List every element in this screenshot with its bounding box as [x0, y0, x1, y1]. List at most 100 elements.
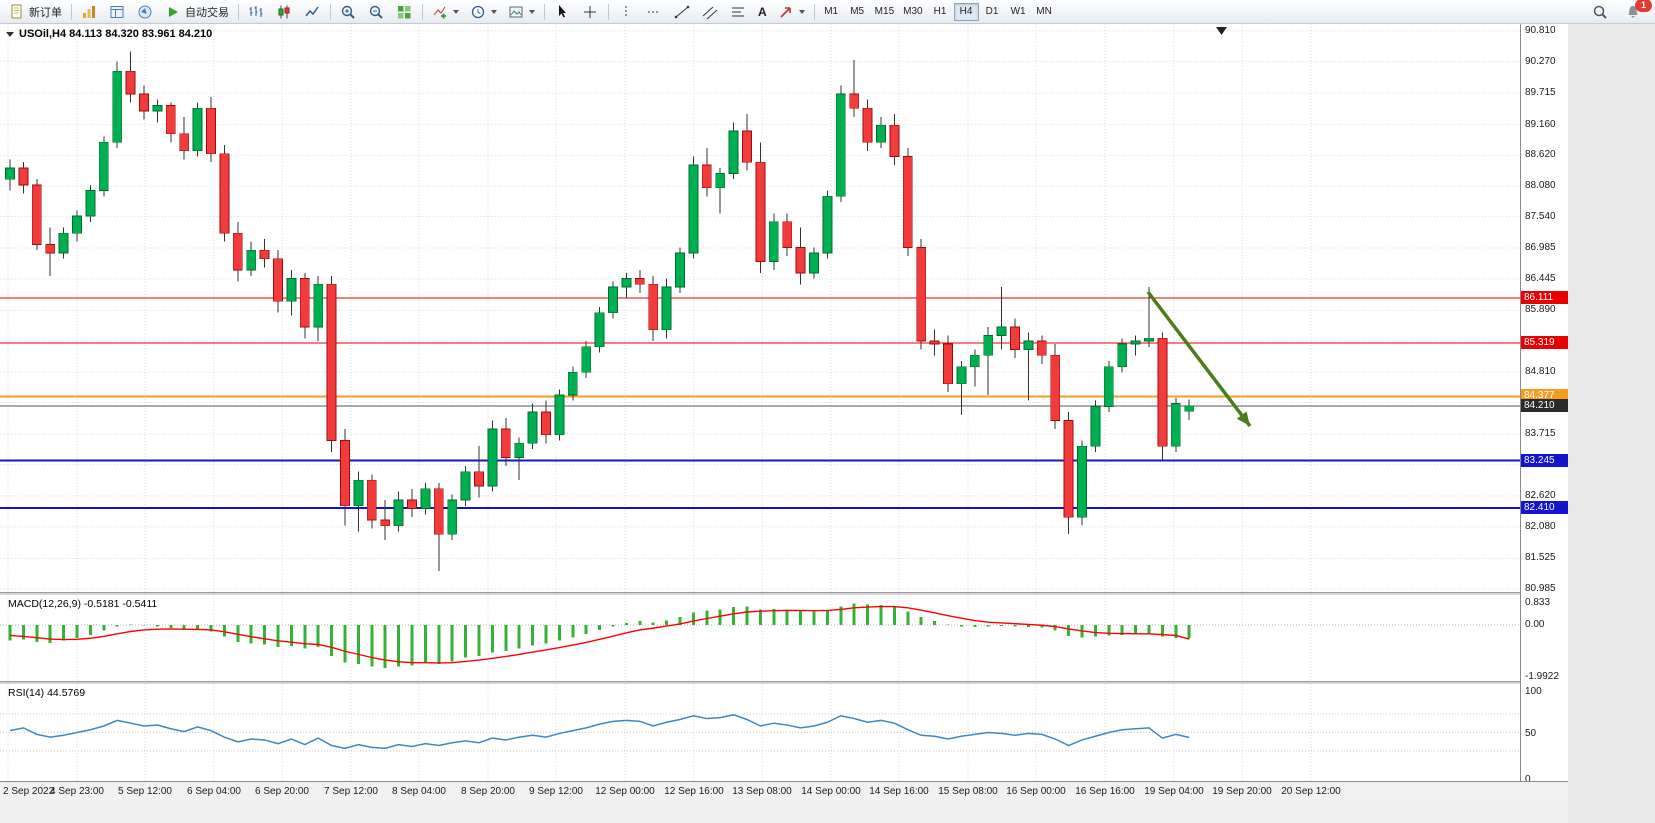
chart-title-text: USOil,H4 84.113 84.320 83.961 84.210 — [19, 28, 213, 40]
price-axis-label: 90.270 — [1525, 55, 1556, 67]
timeframe-M5[interactable]: M5 — [845, 3, 870, 21]
toolbar-separator — [71, 3, 72, 20]
timeframe-M1[interactable]: M1 — [819, 3, 844, 21]
timeframe-group: M1 M5 M15 M30 H1 H4 D1 W1 MN — [819, 2, 1057, 21]
time-axis-label: 6 Sep 04:00 — [187, 786, 241, 797]
timeframe-MN[interactable]: MN — [1032, 3, 1057, 21]
new-order-button[interactable]: 新订单 — [4, 2, 67, 22]
toolbar-separator — [422, 3, 423, 20]
time-axis-label: 13 Sep 08:00 — [732, 786, 792, 797]
price-line-tag: 85.319 — [1521, 335, 1568, 349]
panel-splitter[interactable] — [0, 592, 1568, 595]
market-watch-button[interactable] — [76, 2, 103, 22]
cursor-button[interactable] — [549, 2, 576, 22]
price-line-tag: 86.111 — [1521, 290, 1568, 304]
navigator-icon — [137, 4, 154, 20]
time-axis-label: 8 Sep 04:00 — [392, 786, 446, 797]
time-axis-label: 9 Sep 12:00 — [529, 786, 583, 797]
rsi-axis-label: 0 — [1525, 774, 1531, 785]
rsi-axis-label: 100 — [1525, 686, 1542, 697]
timeframe-D1[interactable]: D1 — [980, 3, 1005, 21]
auto-trading-button[interactable]: 自动交易 — [160, 2, 234, 22]
vertical-line-tool-button[interactable] — [613, 2, 640, 22]
price-axis[interactable]: 90.810 90.270 89.715 89.160 88.620 88.080 87.5… — [1520, 24, 1568, 785]
crosshair-icon — [582, 4, 599, 20]
horizontal-line-icon — [646, 4, 663, 20]
notifications-button[interactable]: 1 — [1620, 0, 1652, 22]
tile-windows-icon — [396, 4, 413, 20]
price-axis-label: 81.525 — [1525, 552, 1556, 564]
zoom-out-icon — [368, 4, 385, 20]
notification-badge: 1 — [1635, 0, 1652, 12]
clock-icon — [470, 4, 487, 20]
price-axis-label: 86.985 — [1525, 242, 1556, 254]
toolbar: 新订单 自动交易 — [0, 0, 1655, 24]
toolbar-separator — [238, 3, 239, 20]
trendline-icon — [674, 4, 691, 20]
search-icon — [1592, 4, 1609, 20]
templates-button[interactable] — [503, 2, 540, 22]
toolbar-separator — [330, 3, 331, 20]
fibonacci-icon — [730, 4, 747, 20]
indicators-button[interactable] — [427, 2, 464, 22]
periods-button[interactable] — [465, 2, 502, 22]
horizontal-line-tool-button[interactable] — [641, 2, 668, 22]
timeframe-M15[interactable]: M15 — [871, 3, 898, 21]
timeframe-H1[interactable]: H1 — [928, 3, 953, 21]
line-chart-button[interactable] — [299, 2, 326, 22]
line-chart-icon — [304, 4, 321, 20]
time-axis-label: 14 Sep 00:00 — [801, 786, 861, 797]
bar-chart-icon — [248, 4, 265, 20]
price-axis-label: 80.985 — [1525, 583, 1556, 594]
time-axis-label: 19 Sep 20:00 — [1212, 786, 1272, 797]
price-axis-label: 83.715 — [1525, 427, 1556, 439]
chart-title: USOil,H4 84.113 84.320 83.961 84.210 — [6, 28, 212, 40]
rsi-axis-label: 50 — [1525, 727, 1537, 739]
zoom-in-button[interactable] — [335, 2, 362, 22]
timeframe-W1[interactable]: W1 — [1006, 3, 1031, 21]
arrow-tool-icon — [778, 4, 795, 20]
time-axis-label: 6 Sep 20:00 — [255, 786, 309, 797]
market-watch-icon — [81, 4, 98, 20]
zoom-out-button[interactable] — [363, 2, 390, 22]
arrows-tool-button[interactable] — [773, 2, 810, 22]
time-axis-label: 2 Sep 2022 — [3, 786, 55, 797]
channel-tool-button[interactable] — [697, 2, 724, 22]
navigator-button[interactable] — [132, 2, 159, 22]
timeframe-M30[interactable]: M30 — [899, 3, 926, 21]
rsi-label: RSI(14) 44.5769 — [8, 687, 86, 699]
price-line-tag: 82.410 — [1521, 501, 1568, 515]
tile-windows-button[interactable] — [391, 2, 418, 22]
time-axis-label: 12 Sep 16:00 — [664, 786, 724, 797]
search-button[interactable] — [1587, 2, 1614, 22]
timeframe-H4[interactable]: H4 — [953, 2, 979, 21]
data-window-button[interactable] — [104, 2, 131, 22]
chevron-down-icon — [529, 9, 535, 14]
fibonacci-tool-button[interactable] — [725, 2, 752, 22]
cursor-icon — [554, 4, 571, 20]
toolbar-separator — [813, 3, 815, 20]
price-axis-label: 90.810 — [1525, 25, 1556, 36]
price-axis-label: 82.620 — [1525, 490, 1556, 502]
text-tool-icon: A — [758, 4, 767, 19]
price-axis-label: 82.080 — [1525, 520, 1556, 532]
toolbar-right: 1 — [1587, 0, 1652, 22]
panel-splitter[interactable] — [0, 681, 1568, 684]
price-axis-label: 89.160 — [1525, 118, 1556, 130]
candlestick-chart-button[interactable] — [271, 2, 298, 22]
bar-chart-button[interactable] — [243, 2, 270, 22]
text-tool-button[interactable]: A — [753, 2, 772, 22]
candlestick-chart-icon — [276, 4, 293, 20]
time-axis[interactable]: 2 Sep 2022 4 Sep 23:00 5 Sep 12:00 6 Sep 04… — [0, 781, 1568, 801]
chevron-down-icon — [798, 9, 805, 14]
rsi-panel-canvas[interactable] — [0, 684, 1520, 781]
macd-panel-canvas[interactable] — [0, 595, 1520, 681]
vertical-line-icon — [618, 4, 635, 20]
symbol-dropdown-icon[interactable] — [6, 31, 14, 37]
macd-axis-label: 0.00 — [1525, 619, 1545, 630]
crosshair-button[interactable] — [577, 2, 604, 22]
time-axis-label: 16 Sep 16:00 — [1075, 786, 1135, 797]
price-chart-canvas[interactable] — [0, 24, 1520, 592]
trendline-tool-button[interactable] — [669, 2, 696, 22]
new-order-icon — [9, 4, 26, 20]
